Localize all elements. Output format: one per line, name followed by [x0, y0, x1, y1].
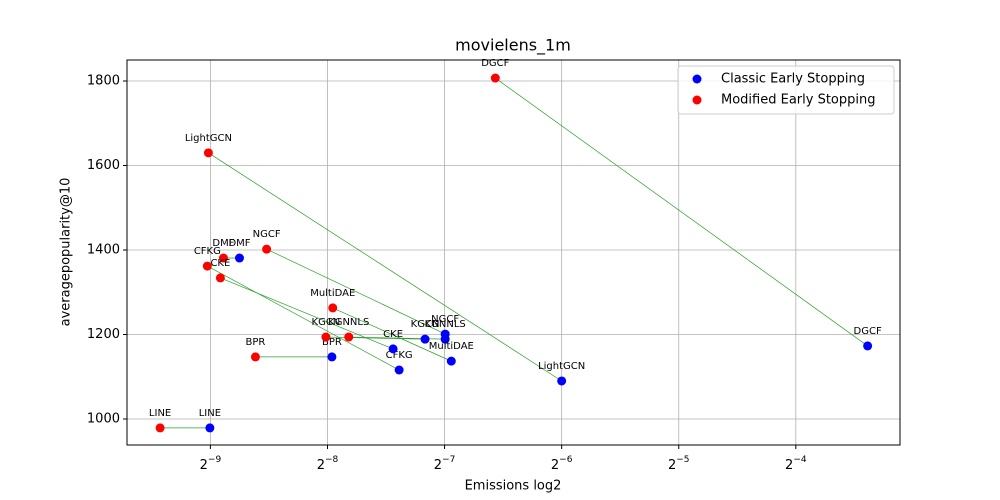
point-label: NGCF [431, 314, 459, 325]
x-tick-label: 2−5 [668, 455, 690, 473]
x-tick-label: 2−4 [785, 455, 807, 473]
connector [208, 152, 562, 382]
point-label: LINE [199, 408, 221, 419]
point [557, 376, 567, 386]
point [215, 273, 225, 283]
point [250, 352, 260, 362]
point-label: MultiDAE [429, 341, 474, 352]
y-tick-label: 1800 [87, 73, 120, 88]
legend-box [677, 65, 895, 115]
point-label: BPR [246, 337, 266, 348]
point [446, 356, 456, 366]
x-tick-label: 2−9 [200, 455, 222, 473]
point-label: KGNNLS [425, 319, 466, 330]
point-label: KGCN [312, 317, 341, 328]
point-label: NGCF [253, 229, 281, 240]
point [205, 423, 215, 433]
point-label: BPR [322, 337, 342, 348]
point [203, 148, 213, 158]
point-label: LightGCN [538, 361, 585, 372]
point-label: KGNNLS [328, 317, 369, 328]
point [420, 334, 430, 344]
y-tick-label: 1400 [87, 243, 120, 258]
y-tick-label: 1000 [87, 412, 120, 427]
point [155, 423, 165, 433]
point [202, 261, 212, 271]
point-label: DGCF [854, 326, 882, 337]
legend-label: Classic Early Stopping [721, 72, 865, 87]
point [394, 365, 404, 375]
point [863, 341, 873, 351]
connector [495, 77, 868, 347]
point [218, 253, 228, 263]
point-label: LightGCN [185, 133, 232, 144]
point-label: LINE [149, 408, 171, 419]
point-label: DMF [228, 238, 250, 249]
connector [332, 307, 452, 362]
point-label: KGCN [411, 319, 440, 330]
x-tick-label: 2−6 [551, 455, 573, 473]
connector [266, 248, 446, 335]
x-tick-label: 2−7 [434, 455, 456, 473]
x-axis-label: Emissions log2 [465, 479, 562, 494]
plot-frame [126, 59, 901, 446]
point-label: CFKG [194, 246, 221, 257]
point [388, 344, 398, 354]
point [344, 332, 354, 342]
point-label: DGCF [481, 58, 509, 69]
connector [325, 336, 426, 340]
point-label: DMF [212, 238, 234, 249]
legend-marker [692, 74, 702, 84]
point [490, 73, 500, 83]
chart-title: movielens_1m [455, 36, 571, 56]
point [321, 332, 331, 342]
connector [207, 265, 400, 371]
point [327, 352, 337, 362]
legend-marker [692, 95, 702, 105]
point-label: CKE [383, 329, 403, 340]
point-label: CFKG [386, 350, 413, 361]
y-tick-label: 1600 [87, 158, 120, 173]
point [234, 253, 244, 263]
y-axis-label: averagepopularity@10 [59, 178, 74, 327]
point [262, 244, 272, 254]
point-label: CKE [210, 258, 230, 269]
y-tick-label: 1200 [87, 327, 120, 342]
point [440, 329, 450, 339]
point [328, 303, 338, 313]
point-label: MultiDAE [310, 288, 355, 299]
x-tick-label: 2−8 [317, 455, 339, 473]
legend-label: Modified Early Stopping [721, 93, 875, 108]
